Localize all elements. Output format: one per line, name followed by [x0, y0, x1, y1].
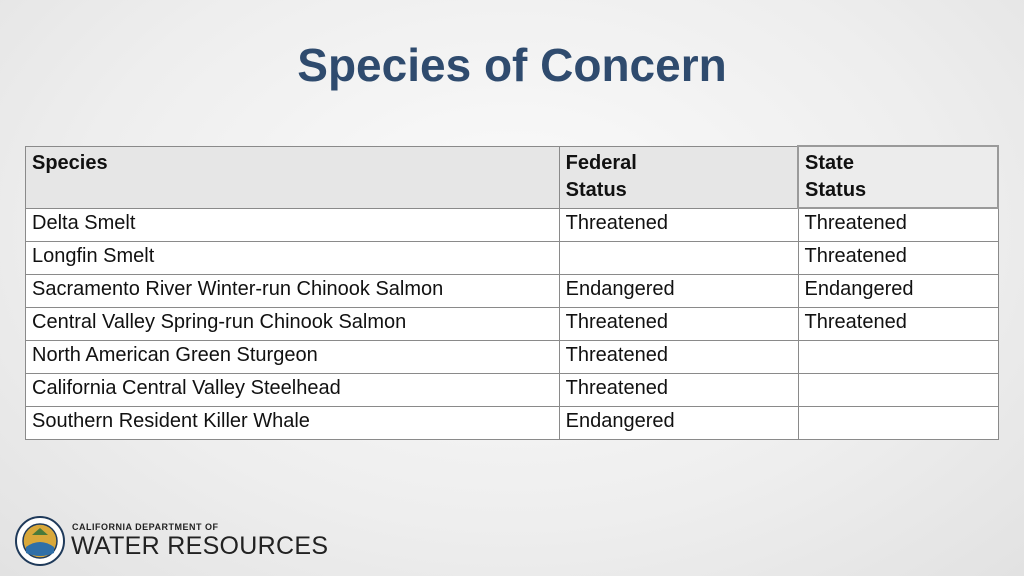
table-cell: Threatened	[797, 207, 999, 242]
table-row: Sacramento River Winter-run Chinook Salm…	[25, 274, 999, 308]
logo-text: WATER RESOURCES	[71, 532, 329, 560]
table-cell	[797, 340, 999, 374]
table-cell: Threatened	[558, 340, 799, 374]
table-cell: Central Valley Spring-run Chinook Salmon	[25, 307, 560, 341]
header-cell: Federal Status	[558, 145, 799, 209]
table-cell: Threatened	[558, 207, 799, 242]
slide-title: Species of Concern	[297, 39, 727, 91]
table-row: North American Green Sturgeon Threatened	[25, 340, 999, 374]
table-cell: North American Green Sturgeon	[25, 340, 560, 374]
table-cell: Endangered	[558, 274, 799, 308]
table-cell	[797, 373, 999, 407]
table-cell: Delta Smelt	[25, 207, 560, 242]
species-table: Species Federal Status State Status Delt…	[25, 145, 999, 440]
table-row: California Central Valley Steelhead Threa…	[25, 373, 999, 407]
table-row: Southern Resident Killer Whale Endangered	[25, 406, 999, 440]
table-cell: Threatened	[797, 241, 999, 275]
table-cell: California Central Valley Steelhead	[25, 373, 560, 407]
table-cell: Endangered	[558, 406, 799, 440]
table-cell: Endangered	[797, 274, 999, 308]
table-cell: Threatened	[558, 307, 799, 341]
logo-seal	[15, 516, 65, 566]
header-row: Species Federal Status State Status	[25, 145, 999, 209]
table-cell	[558, 241, 799, 275]
table-cell: Threatened	[797, 307, 999, 341]
table-cell	[797, 406, 999, 440]
table-cell: Southern Resident Killer Whale	[25, 406, 560, 440]
header-cell: State Status	[797, 145, 999, 209]
logo-text: CALIFORNIA DEPARTMENT OF	[72, 522, 219, 532]
table-row: Delta Smelt Threatened Threatened	[25, 207, 999, 242]
table-cell: Threatened	[558, 373, 799, 407]
table-cell: Longfin Smelt	[25, 241, 560, 275]
table-body: Delta Smelt Threatened Threatened Longfin S…	[25, 207, 999, 440]
table-row: Central Valley Spring-run Chinook Salmon…	[25, 307, 999, 341]
table-cell: Sacramento River Winter-run Chinook Salm…	[25, 274, 560, 308]
header-cell: Species	[25, 145, 560, 209]
table-row: Longfin Smelt Threatened	[25, 241, 999, 275]
